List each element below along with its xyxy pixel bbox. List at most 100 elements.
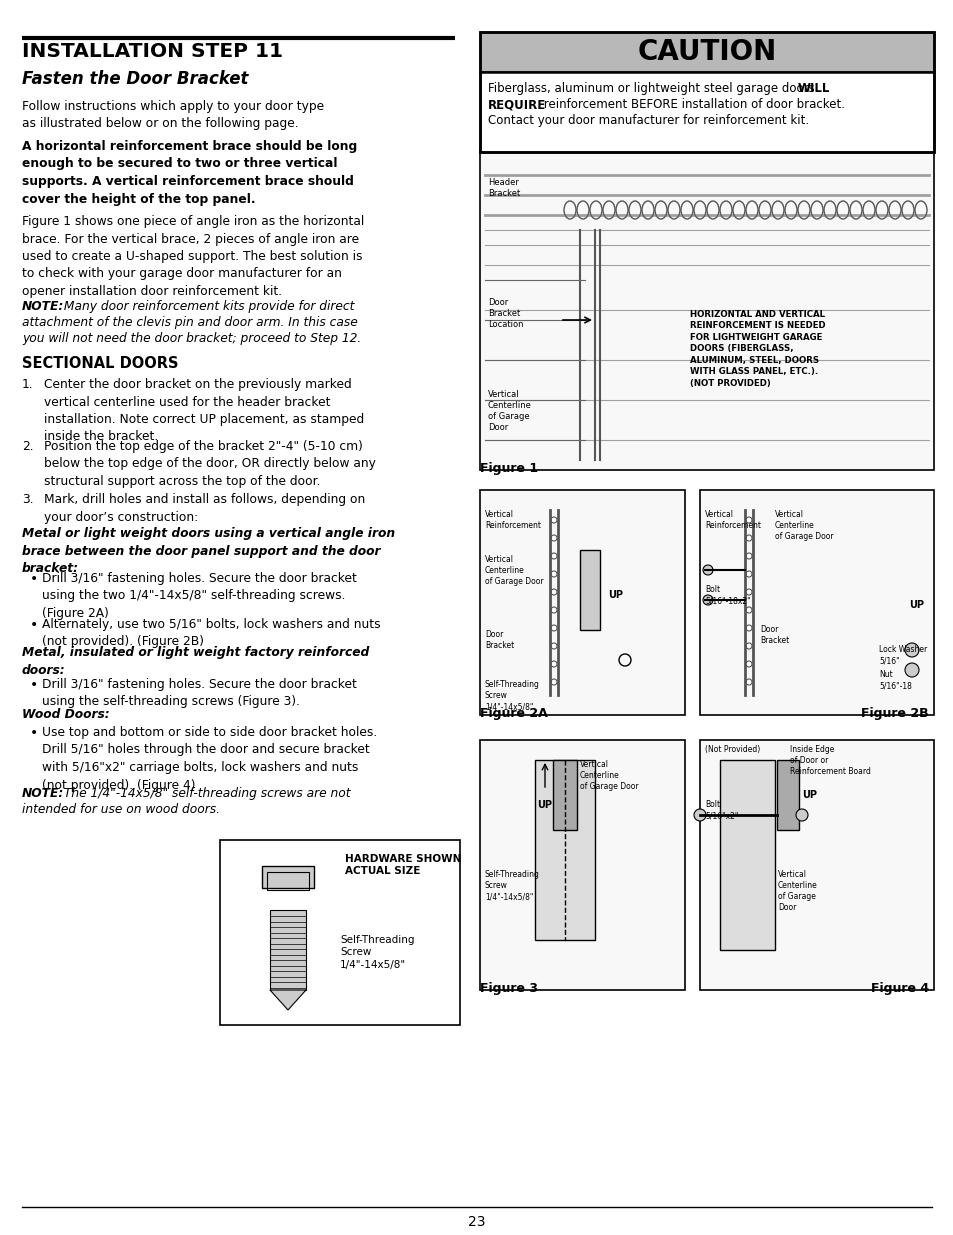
Text: HORIZONTAL AND VERTICAL
REINFORCEMENT IS NEEDED
FOR LIGHTWEIGHT GARAGE
DOORS (FI: HORIZONTAL AND VERTICAL REINFORCEMENT IS… — [689, 310, 824, 388]
Circle shape — [693, 809, 705, 821]
Text: Vertical
Reinforcement: Vertical Reinforcement — [704, 510, 760, 530]
Text: Vertical
Reinforcement: Vertical Reinforcement — [484, 510, 540, 530]
Text: Inside Edge
of Door or
Reinforcement Board: Inside Edge of Door or Reinforcement Boa… — [789, 745, 870, 777]
Text: Metal, insulated or light weight factory reinforced
doors:: Metal, insulated or light weight factory… — [22, 646, 369, 677]
Circle shape — [702, 595, 712, 605]
Circle shape — [551, 679, 557, 685]
Text: Self-Threading
Screw
1/4"-14x5/8": Self-Threading Screw 1/4"-14x5/8" — [484, 680, 539, 711]
Text: UP: UP — [801, 790, 816, 800]
Text: The 1/4"-14x5/8" self-threading screws are not: The 1/4"-14x5/8" self-threading screws a… — [60, 787, 350, 800]
Circle shape — [904, 643, 918, 657]
Circle shape — [551, 571, 557, 577]
Polygon shape — [270, 990, 306, 1010]
Circle shape — [551, 606, 557, 613]
Text: attachment of the clevis pin and door arm. In this case: attachment of the clevis pin and door ar… — [22, 316, 357, 329]
Text: NOTE:: NOTE: — [22, 300, 64, 312]
Text: •: • — [30, 618, 38, 632]
Text: Self-Threading
Screw
1/4"-14x5/8": Self-Threading Screw 1/4"-14x5/8" — [339, 935, 414, 969]
Circle shape — [745, 571, 751, 577]
Circle shape — [745, 661, 751, 667]
Text: NOTE:: NOTE: — [22, 787, 64, 800]
Text: Alternately, use two 5/16" bolts, lock washers and nuts
(not provided). (Figure : Alternately, use two 5/16" bolts, lock w… — [42, 618, 380, 648]
FancyBboxPatch shape — [479, 490, 684, 715]
Text: Figure 2B: Figure 2B — [861, 706, 928, 720]
Text: Fasten the Door Bracket: Fasten the Door Bracket — [22, 70, 248, 88]
Text: Contact your door manufacturer for reinforcement kit.: Contact your door manufacturer for reinf… — [488, 114, 808, 127]
FancyBboxPatch shape — [479, 72, 933, 152]
Text: Door
Bracket: Door Bracket — [760, 625, 788, 645]
FancyBboxPatch shape — [479, 32, 933, 72]
Circle shape — [551, 661, 557, 667]
Text: Figure 1 shows one piece of angle iron as the horizontal
brace. For the vertical: Figure 1 shows one piece of angle iron a… — [22, 215, 364, 298]
FancyBboxPatch shape — [700, 740, 933, 990]
Text: Figure 4: Figure 4 — [870, 982, 928, 995]
Circle shape — [745, 643, 751, 650]
Text: Position the top edge of the bracket 2"-4" (5-10 cm)
below the top edge of the d: Position the top edge of the bracket 2"-… — [44, 440, 375, 488]
FancyBboxPatch shape — [553, 760, 577, 830]
Text: Metal or light weight doors using a vertical angle iron
brace between the door p: Metal or light weight doors using a vert… — [22, 527, 395, 576]
Text: UP: UP — [908, 600, 923, 610]
Text: Use top and bottom or side to side door bracket holes.
Drill 5/16" holes through: Use top and bottom or side to side door … — [42, 726, 376, 792]
Text: 1.: 1. — [22, 378, 33, 391]
Text: Lock Washer
5/16": Lock Washer 5/16" — [878, 645, 926, 666]
Text: REQUIRE: REQUIRE — [488, 98, 546, 111]
FancyBboxPatch shape — [479, 149, 933, 471]
Circle shape — [551, 553, 557, 559]
Text: Door
Bracket
Location: Door Bracket Location — [488, 298, 523, 330]
Circle shape — [745, 553, 751, 559]
Text: you will not need the door bracket; proceed to Step 12.: you will not need the door bracket; proc… — [22, 332, 361, 345]
FancyBboxPatch shape — [700, 490, 933, 715]
Circle shape — [745, 517, 751, 522]
Text: Vertical
Centerline
of Garage Door: Vertical Centerline of Garage Door — [774, 510, 833, 541]
Text: Follow instructions which apply to your door type
as illustrated below or on the: Follow instructions which apply to your … — [22, 100, 324, 131]
Circle shape — [551, 517, 557, 522]
Circle shape — [745, 679, 751, 685]
Text: Vertical
Centerline
of Garage Door: Vertical Centerline of Garage Door — [484, 555, 543, 587]
Text: Figure 3: Figure 3 — [479, 982, 537, 995]
Text: 23: 23 — [468, 1215, 485, 1229]
Text: Drill 3/16" fastening holes. Secure the door bracket
using the two 1/4"-14x5/8" : Drill 3/16" fastening holes. Secure the … — [42, 572, 356, 620]
Text: Bolt
5/16"x2": Bolt 5/16"x2" — [704, 800, 738, 820]
FancyBboxPatch shape — [270, 910, 306, 990]
Text: Fiberglass, aluminum or lightweight steel garage doors: Fiberglass, aluminum or lightweight stee… — [488, 82, 818, 95]
FancyBboxPatch shape — [479, 740, 684, 990]
Text: Vertical
Centerline
of Garage
Door: Vertical Centerline of Garage Door — [488, 390, 532, 432]
FancyBboxPatch shape — [535, 760, 595, 940]
Text: Bolt
5/16"-18x2": Bolt 5/16"-18x2" — [704, 585, 750, 605]
Text: WILL: WILL — [797, 82, 829, 95]
Text: Vertical
Centerline
of Garage
Door: Vertical Centerline of Garage Door — [778, 869, 817, 913]
Text: 3.: 3. — [22, 493, 33, 506]
Circle shape — [745, 535, 751, 541]
FancyBboxPatch shape — [220, 840, 459, 1025]
FancyBboxPatch shape — [720, 760, 774, 950]
Text: Figure 2A: Figure 2A — [479, 706, 547, 720]
Text: •: • — [30, 726, 38, 740]
Circle shape — [745, 589, 751, 595]
Text: CAUTION: CAUTION — [637, 38, 776, 65]
Circle shape — [904, 663, 918, 677]
Circle shape — [551, 589, 557, 595]
Text: Wood Doors:: Wood Doors: — [22, 708, 110, 721]
Circle shape — [551, 643, 557, 650]
FancyBboxPatch shape — [262, 866, 314, 888]
Text: reinforcement BEFORE installation of door bracket.: reinforcement BEFORE installation of doo… — [539, 98, 844, 111]
Circle shape — [745, 625, 751, 631]
Text: Vertical
Centerline
of Garage Door: Vertical Centerline of Garage Door — [579, 760, 638, 792]
Text: Drill 3/16" fastening holes. Secure the door bracket
using the self-threading sc: Drill 3/16" fastening holes. Secure the … — [42, 678, 356, 709]
Text: •: • — [30, 572, 38, 585]
Text: 2.: 2. — [22, 440, 33, 453]
Text: UP: UP — [607, 590, 622, 600]
Text: •: • — [30, 678, 38, 692]
Text: Header
Bracket: Header Bracket — [488, 178, 519, 198]
Text: Figure 1: Figure 1 — [479, 462, 537, 475]
Text: HARDWARE SHOWN
ACTUAL SIZE: HARDWARE SHOWN ACTUAL SIZE — [344, 853, 460, 877]
Text: intended for use on wood doors.: intended for use on wood doors. — [22, 803, 220, 816]
Circle shape — [745, 606, 751, 613]
Circle shape — [551, 625, 557, 631]
Text: Nut
5/16"-18: Nut 5/16"-18 — [878, 671, 911, 690]
Text: Many door reinforcement kits provide for direct: Many door reinforcement kits provide for… — [60, 300, 354, 312]
Text: UP: UP — [537, 800, 552, 810]
Circle shape — [795, 809, 807, 821]
FancyBboxPatch shape — [579, 550, 599, 630]
Text: (Not Provided): (Not Provided) — [704, 745, 760, 755]
